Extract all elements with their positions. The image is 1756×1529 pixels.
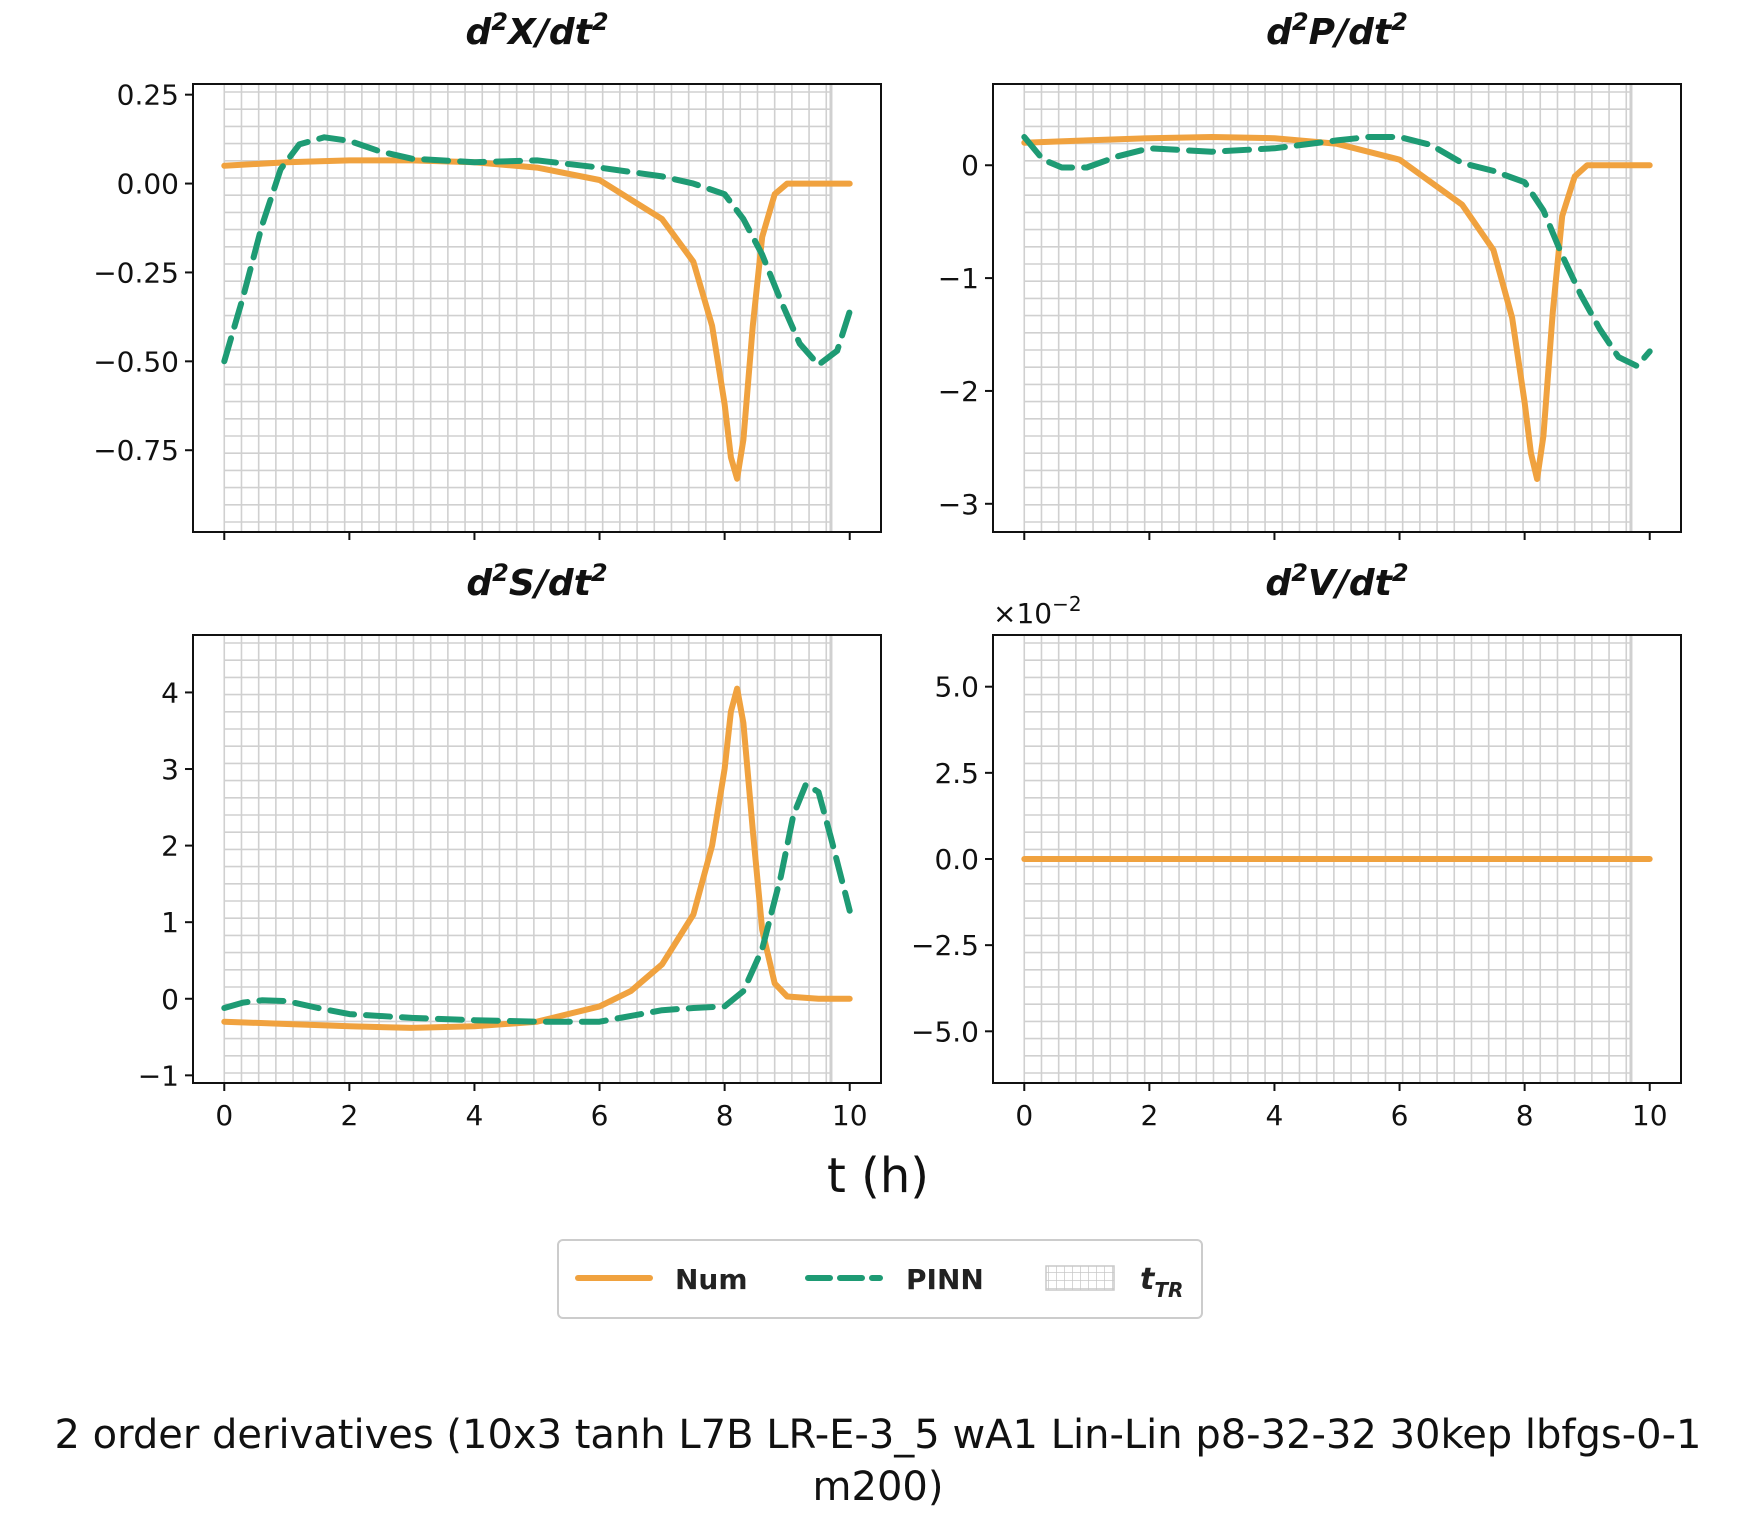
subplot-2-xtick-label: 0: [215, 1099, 233, 1132]
subplot-0-ytick-label: −0.25: [93, 256, 179, 289]
subplot-3-xtick-label: 4: [1266, 1099, 1284, 1132]
subplot-1-plot-area: [993, 84, 1681, 532]
legend-num-label: Num: [675, 1263, 748, 1296]
subplot-1-title-part: P/dt: [1309, 12, 1393, 53]
subplot-1-series-pinn: [1021, 134, 1653, 370]
legend-ttr-sub: TR: [1154, 1278, 1183, 1302]
subplot-1-title-part: 2: [1292, 8, 1309, 36]
subplot-3-exponent-base: ×10: [993, 597, 1052, 630]
subplot-3-ttr-region: [1023, 635, 1633, 1083]
subplot-1-ytick-label: −1: [938, 262, 979, 295]
subplot-1-title-part: 2: [1391, 8, 1408, 36]
subplot-3-xtick-label: 0: [1015, 1099, 1033, 1132]
figure-suptitle-line1: 2 order derivatives (10x3 tanh L7B LR-E-…: [54, 1412, 1701, 1458]
subplot-1-ytick-label: 0: [961, 149, 979, 182]
subplot-3-title-part: 2: [1291, 559, 1308, 587]
subplot-2-xtick-label: 4: [466, 1099, 484, 1132]
subplot-0-title-part: X/dt: [506, 12, 594, 53]
subplot-3-title-part: 2: [1392, 559, 1409, 587]
subplot-3-xtick-label: 8: [1516, 1099, 1534, 1132]
subplot-2-xtick-label: 2: [340, 1099, 358, 1132]
subplot-0-ytick-label: 0.25: [117, 79, 179, 112]
legend-ttr-base: t: [1140, 1262, 1156, 1297]
subplot-1-title: d2P/dt2: [1266, 8, 1408, 53]
subplot-0-series-pinn: [221, 134, 853, 368]
subplot-0-title-part: d: [465, 12, 492, 53]
subplot-3-ytick-label: −5.0: [911, 1015, 979, 1048]
subplot-0-ytick-label: 0.00: [117, 168, 179, 201]
subplot-2-title-part: 2: [492, 559, 509, 587]
subplot-3-ytick-label: 2.5: [934, 757, 979, 790]
subplot-2-ytick-label: 0: [161, 983, 179, 1016]
subplot-2-ytick-label: 2: [161, 830, 179, 863]
subplot-1-ttr-region: [1023, 84, 1633, 532]
subplot-2-series-pinn: [221, 781, 853, 1025]
figure-suptitle-line2: m200): [813, 1464, 944, 1510]
subplot-3-ytick-label: 5.0: [934, 671, 979, 704]
subplot-0-ytick-label: −0.75: [93, 434, 179, 467]
subplot-2-xtick-label: 10: [832, 1099, 868, 1132]
subplot-2-ytick-label: 3: [161, 753, 179, 786]
subplot-3-ytick-label: 0.0: [934, 843, 979, 876]
subplot-3-title: d2V/dt2: [1265, 559, 1408, 604]
subplot-1-frame: [992, 83, 1682, 533]
subplot-3-xtick-label: 2: [1140, 1099, 1158, 1132]
subplot-2-xtick-label: 6: [591, 1099, 609, 1132]
subplot-0-title-part: 2: [592, 8, 609, 36]
subplot-2-ytick-label: 4: [161, 676, 179, 709]
legend-ttr-label: tTR: [1140, 1262, 1183, 1302]
subplot-1-series-num: [1021, 134, 1653, 482]
subplot-2-ttr-region: [223, 635, 833, 1083]
subplot-2-title-part: 2: [591, 559, 608, 587]
subplot-2-title-part: d: [466, 563, 493, 604]
subplot-2-title: d2S/dt2: [466, 559, 607, 604]
subplot-2-ytick-label: 1: [161, 906, 179, 939]
subplot-2-xtick-label: 8: [716, 1099, 734, 1132]
subplot-2-plot-area: [193, 635, 881, 1083]
subplot-1-title-part: d: [1266, 12, 1293, 53]
x-axis-label: t (h): [827, 1148, 929, 1204]
subplot-0-title-part: 2: [491, 8, 508, 36]
subplot-1-ytick-label: −2: [938, 375, 979, 408]
subplot-0-frame: [192, 83, 882, 533]
subplot-2-title-part: S/dt: [509, 563, 593, 604]
subplot-2-series-num: [221, 685, 853, 1031]
subplot-2-ytick-label: −1: [138, 1059, 179, 1092]
subplot-0-ytick-label: −0.50: [93, 345, 179, 378]
subplot-3-xtick-label: 10: [1632, 1099, 1668, 1132]
subplot-0-title: d2X/dt2: [465, 8, 608, 53]
subplot-3-xtick-label: 6: [1391, 1099, 1409, 1132]
legend-ttr-swatch: [1045, 1265, 1115, 1291]
subplot-3-exponent-label: ×10−2: [993, 592, 1082, 630]
subplot-3-exponent-power: −2: [1052, 592, 1081, 616]
legend: Num PINN tTR: [557, 1239, 1203, 1319]
subplot-3-title-part: d: [1265, 563, 1292, 604]
subplot-3-ytick-label: −2.5: [911, 929, 979, 962]
legend-pinn-label: PINN: [906, 1263, 984, 1296]
subplot-2-frame: [192, 634, 882, 1084]
subplot-3-title-part: V/dt: [1308, 563, 1394, 604]
subplot-1-ytick-label: −3: [938, 488, 979, 521]
